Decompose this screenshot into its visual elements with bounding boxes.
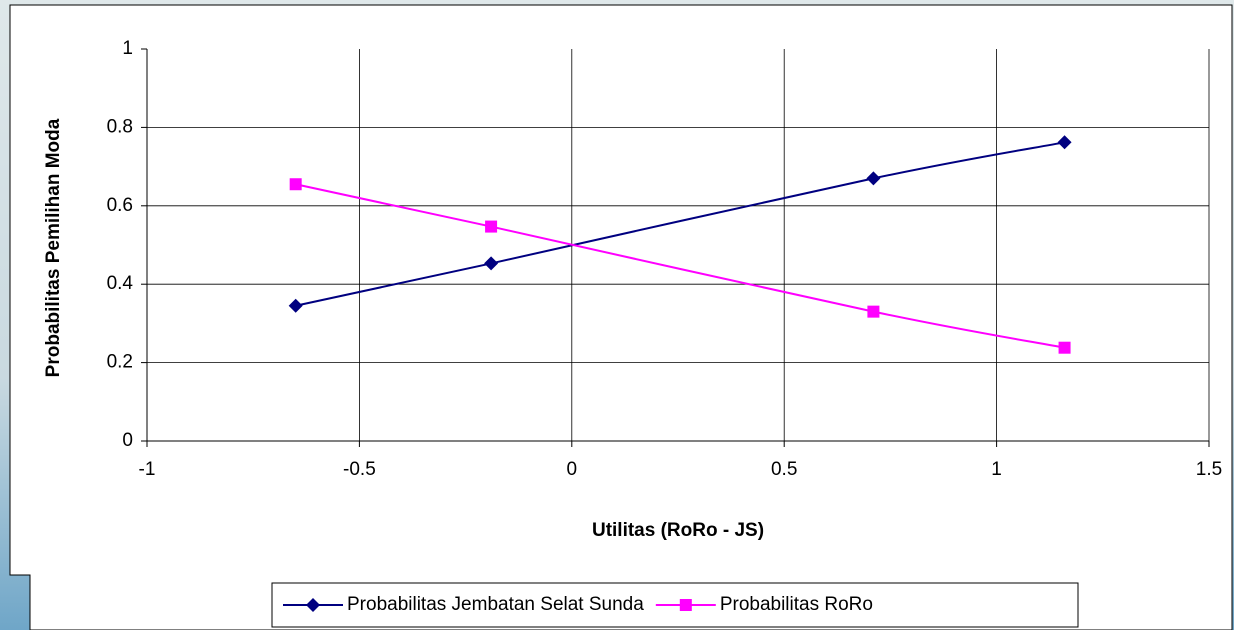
y-tick-label: 0.8 — [107, 116, 133, 137]
y-tick-label: 0.4 — [107, 273, 134, 294]
page: Utilitas (RoRo - JS) Probabilitas Pemili… — [0, 0, 1234, 630]
marker — [1059, 342, 1071, 354]
x-tick-label: 0 — [567, 459, 578, 480]
marker — [485, 221, 497, 233]
marker — [290, 178, 302, 190]
legend-label: Probabilitas Jembatan Selat Sunda — [347, 594, 644, 615]
y-tick-label: 1 — [122, 38, 133, 59]
x-tick-label: -0.5 — [343, 459, 376, 480]
x-tick-label: 0.5 — [771, 459, 797, 480]
x-tick-label: -1 — [139, 459, 156, 480]
marker — [680, 599, 692, 611]
x-tick-label: 1.5 — [1196, 459, 1222, 480]
x-axis-label: Utilitas (RoRo - JS) — [592, 520, 764, 541]
y-tick-label: 0 — [122, 430, 133, 451]
y-tick-label: 0.6 — [107, 195, 133, 216]
y-tick-label: 0.2 — [107, 352, 133, 373]
x-tick-label: 1 — [991, 459, 1002, 480]
legend-label: Probabilitas RoRo — [720, 594, 873, 615]
chart: Utilitas (RoRo - JS) Probabilitas Pemili… — [0, 0, 1234, 630]
y-axis-label: Probabilitas Pemilihan Moda — [43, 118, 64, 377]
marker — [867, 306, 879, 318]
